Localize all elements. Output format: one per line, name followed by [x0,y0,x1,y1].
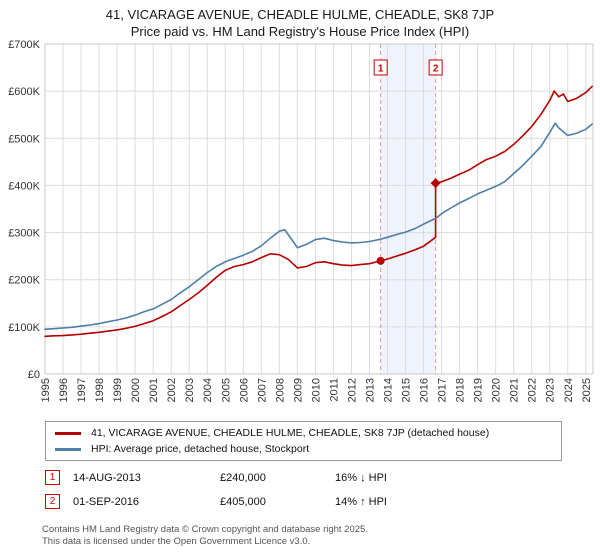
svg-text:2014: 2014 [383,378,395,402]
transaction-2-date: 01-SEP-2016 [73,495,140,508]
svg-text:2012: 2012 [346,378,358,402]
transaction-2-price: £405,000 [220,495,266,508]
svg-text:£300K: £300K [8,228,40,240]
svg-text:2002: 2002 [166,378,178,402]
svg-text:2: 2 [433,64,439,75]
svg-text:2006: 2006 [238,378,250,402]
transaction-1-date: 14-AUG-2013 [73,471,141,484]
svg-text:£200K: £200K [8,275,40,287]
svg-text:2010: 2010 [310,378,322,402]
transaction-2-marker: 2 [45,494,60,509]
svg-text:1999: 1999 [112,378,124,402]
legend-item-hpi: HPI: Average price, detached house, Stoc… [55,443,552,455]
svg-text:£400K: £400K [8,180,40,192]
svg-text:2003: 2003 [184,378,196,402]
svg-text:£700K: £700K [8,40,40,51]
legend-swatch-hpi [55,447,81,451]
svg-text:1: 1 [378,64,384,75]
chart-legend: 41, VICARAGE AVENUE, CHEADLE HULME, CHEA… [45,421,562,461]
transaction-1-marker: 1 [45,470,60,485]
legend-label-property: 41, VICARAGE AVENUE, CHEADLE HULME, CHEA… [91,427,490,439]
svg-text:2024: 2024 [563,378,575,402]
license-line: This data is licensed under the Open Gov… [42,536,311,547]
svg-text:£500K: £500K [8,133,40,145]
svg-text:2015: 2015 [401,378,413,402]
svg-text:£100K: £100K [8,322,40,334]
svg-text:2017: 2017 [437,378,449,402]
svg-text:1995: 1995 [40,378,52,402]
svg-text:2008: 2008 [274,378,286,402]
svg-text:2020: 2020 [491,378,503,402]
transaction-row-2: 2 01-SEP-2016 £405,000 14% ↑ HPI [45,494,600,509]
house-price-chart-page: 41, VICARAGE AVENUE, CHEADLE HULME, CHEA… [8,7,600,548]
svg-text:2023: 2023 [545,378,557,402]
svg-text:£600K: £600K [8,86,40,98]
svg-text:2009: 2009 [292,378,304,402]
license-note: Contains HM Land Registry data © Crown c… [42,524,600,548]
svg-text:2019: 2019 [473,378,485,402]
svg-text:2011: 2011 [328,378,340,402]
svg-text:2022: 2022 [527,378,539,402]
svg-text:1998: 1998 [94,378,106,402]
legend-item-property: 41, VICARAGE AVENUE, CHEADLE HULME, CHEA… [55,427,552,439]
transaction-2-hpi-delta: 14% ↑ HPI [335,495,387,508]
legend-swatch-property [55,431,81,435]
svg-text:2000: 2000 [130,378,142,402]
svg-text:2018: 2018 [455,378,467,402]
svg-text:£0: £0 [28,369,40,381]
transaction-1-hpi-delta: 16% ↓ HPI [335,471,387,484]
svg-text:1997: 1997 [76,378,88,402]
svg-text:2005: 2005 [220,378,232,402]
svg-text:1996: 1996 [58,378,70,402]
chart-subtitle: Price paid vs. HM Land Registry's House … [130,24,470,39]
chart-title: 41, VICARAGE AVENUE, CHEADLE HULME, CHEA… [105,7,495,22]
svg-text:2025: 2025 [581,378,593,402]
transaction-1-price: £240,000 [220,471,266,484]
copyright-line: Contains HM Land Registry data © Crown c… [42,524,368,535]
svg-text:2016: 2016 [419,378,431,402]
transaction-row-1: 1 14-AUG-2013 £240,000 16% ↓ HPI [45,470,600,485]
svg-text:2021: 2021 [509,378,521,402]
legend-label-hpi: HPI: Average price, detached house, Stoc… [91,443,310,455]
price-history-chart: £0 £100K £200K £300K £400K £500K £600K £700K 199… [8,40,594,402]
svg-text:2004: 2004 [202,378,214,402]
svg-text:2007: 2007 [256,378,268,402]
svg-text:2013: 2013 [364,378,376,402]
svg-text:2001: 2001 [148,378,160,402]
